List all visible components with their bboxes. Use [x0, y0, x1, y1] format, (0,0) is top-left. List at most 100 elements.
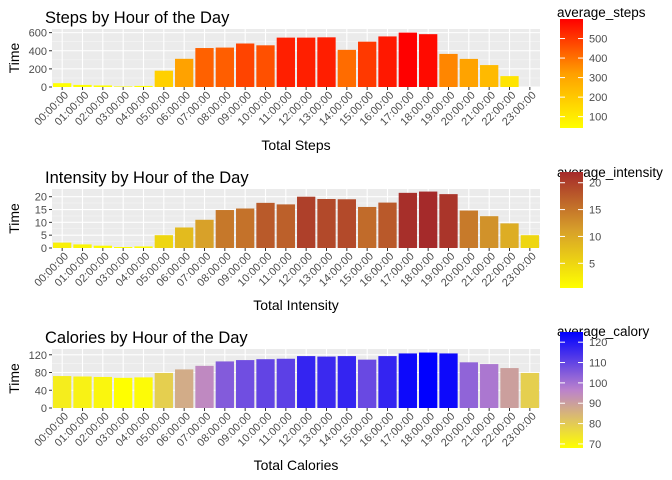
- bar: [317, 199, 336, 248]
- bar: [378, 36, 397, 87]
- bar: [297, 37, 316, 87]
- bar: [358, 41, 377, 87]
- y-tick-label: 5: [41, 230, 47, 242]
- y-tick-label: 40: [35, 385, 47, 397]
- bar: [53, 83, 72, 87]
- bar: [520, 235, 539, 248]
- x-axis-title: Total Calories: [254, 457, 339, 473]
- bar: [500, 76, 519, 87]
- x-axis-title: Total Steps: [261, 137, 330, 153]
- y-axis-title: Time: [6, 203, 22, 234]
- chart-title: Steps by Hour of the Day: [45, 9, 230, 27]
- bar: [459, 362, 478, 408]
- bar: [93, 85, 112, 87]
- legend-tick-label: 120: [589, 337, 607, 349]
- y-tick-label: 120: [29, 350, 47, 362]
- bar: [276, 358, 295, 408]
- bar: [236, 43, 255, 87]
- bar: [439, 353, 458, 408]
- bar: [480, 364, 499, 408]
- legend-tick-label: 10: [589, 231, 601, 243]
- bar: [175, 58, 194, 87]
- bar: [439, 194, 458, 248]
- bar: [459, 58, 478, 87]
- bar: [256, 45, 275, 87]
- plot-panel: [52, 189, 540, 248]
- bar: [276, 37, 295, 87]
- legend-tick-label: 300: [589, 73, 607, 85]
- bar: [337, 49, 356, 87]
- legend-tick-label: 5: [589, 258, 595, 270]
- bar: [337, 356, 356, 408]
- bar: [73, 244, 92, 248]
- legend-title: average_steps: [557, 5, 646, 20]
- bar: [53, 376, 72, 408]
- chart-title: Intensity by Hour of the Day: [45, 169, 249, 187]
- y-tick-label: 80: [35, 368, 47, 380]
- bar: [419, 191, 438, 248]
- bar: [337, 199, 356, 248]
- bar: [195, 48, 214, 87]
- legend-tick-label: 110: [589, 358, 607, 370]
- legend-tick-label: 500: [589, 34, 607, 46]
- y-tick-label: 20: [35, 192, 47, 204]
- bar: [154, 70, 173, 87]
- bar: [398, 353, 417, 408]
- bar: [378, 202, 397, 248]
- y-tick-label: 400: [29, 46, 47, 58]
- plot-panel: [52, 29, 540, 87]
- bar: [276, 204, 295, 248]
- y-tick-label: 0: [41, 82, 47, 94]
- bar: [419, 34, 438, 87]
- bar: [398, 192, 417, 248]
- bar: [439, 53, 458, 87]
- bar: [215, 361, 234, 408]
- legend-tick-label: 100: [589, 378, 607, 390]
- bar: [93, 245, 112, 248]
- bar: [256, 359, 275, 408]
- y-axis-title: Time: [6, 363, 22, 394]
- bar: [154, 235, 173, 248]
- bar: [480, 65, 499, 87]
- bar: [419, 352, 438, 408]
- bar: [195, 365, 214, 408]
- bar: [93, 376, 112, 408]
- plot-panel: [52, 349, 540, 408]
- bar: [500, 368, 519, 408]
- y-tick-label: 600: [29, 28, 47, 40]
- bar: [114, 377, 133, 408]
- bar: [378, 356, 397, 408]
- legend-tick-label: 200: [589, 92, 607, 104]
- bar: [73, 84, 92, 87]
- chart-2: Intensity by Hour of the Day0510152000:0…: [6, 165, 663, 313]
- legend-tick-label: 70: [589, 439, 601, 451]
- legend-tick-label: 20: [589, 178, 601, 190]
- bar: [236, 360, 255, 408]
- legend-colorbar: [560, 332, 583, 448]
- bar: [297, 196, 316, 248]
- legend-tick-label: 90: [589, 398, 601, 410]
- chart-3: Calories by Hour of the Day0408012000:00…: [6, 324, 650, 473]
- chart-1: Steps by Hour of the Day020040060000:00:…: [6, 5, 646, 153]
- chart-title: Calories by Hour of the Day: [45, 329, 248, 347]
- bar: [317, 37, 336, 87]
- bar: [134, 85, 153, 87]
- legend-tick-label: 15: [589, 205, 601, 217]
- bar: [358, 206, 377, 248]
- bar: [53, 242, 72, 248]
- bar: [175, 369, 194, 408]
- bar: [73, 376, 92, 408]
- bar: [520, 372, 539, 408]
- y-tick-label: 0: [41, 243, 47, 255]
- bar: [154, 372, 173, 408]
- bar: [114, 246, 133, 248]
- bar: [215, 210, 234, 248]
- bar: [175, 227, 194, 248]
- bar: [236, 208, 255, 248]
- bar: [500, 223, 519, 248]
- y-axis-title: Time: [6, 42, 22, 73]
- legend-colorbar: [560, 19, 583, 128]
- bar: [114, 86, 133, 87]
- bar: [215, 47, 234, 87]
